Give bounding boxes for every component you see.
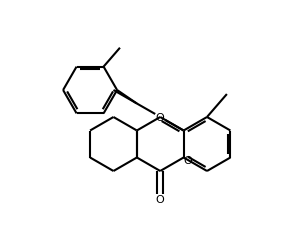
Text: O: O bbox=[183, 155, 192, 165]
Text: O: O bbox=[156, 113, 165, 122]
Text: O: O bbox=[156, 194, 165, 204]
